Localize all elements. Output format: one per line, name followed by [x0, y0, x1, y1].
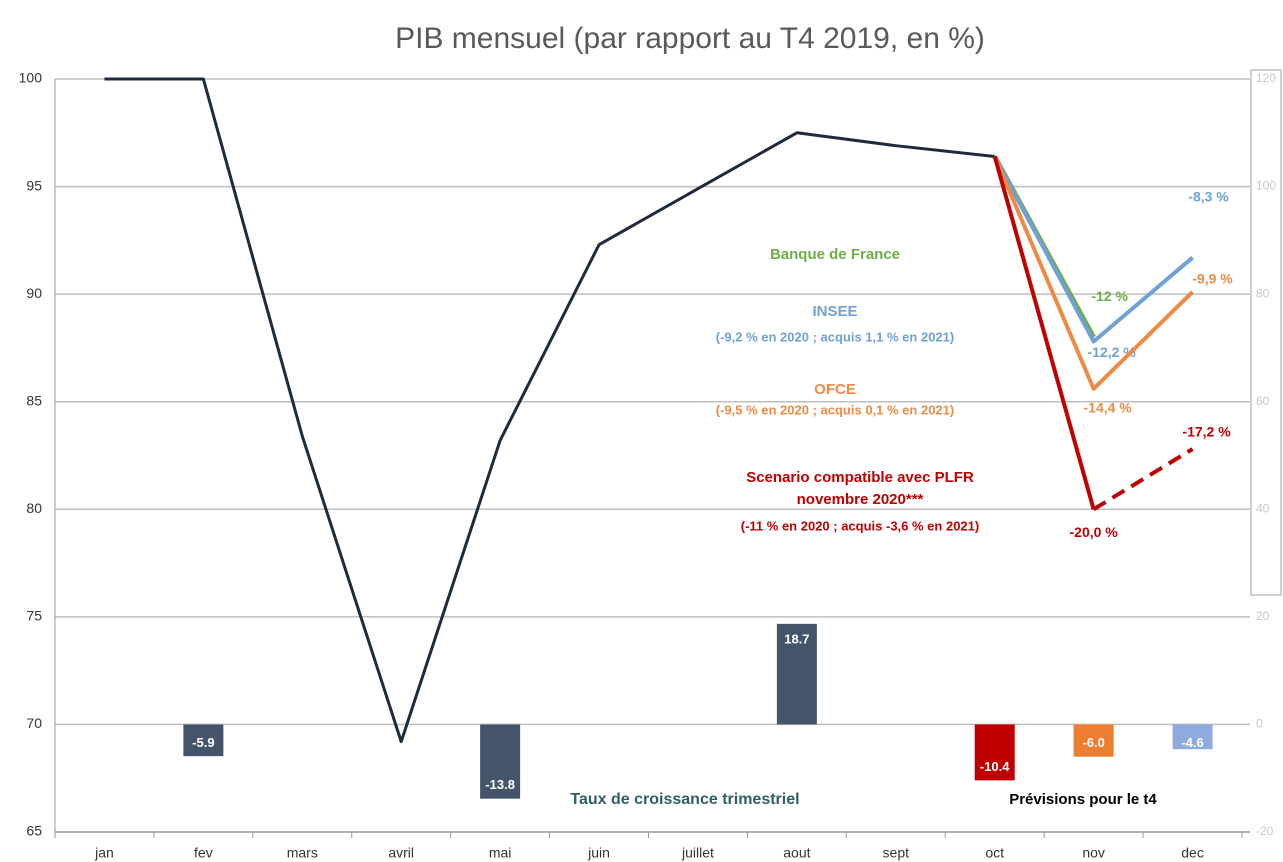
line [104, 77, 995, 744]
chart-title: PIB mensuel (par rapport au T4 2019, en … [395, 22, 985, 55]
series-label: Scenario compatible avec PLFR [746, 469, 974, 486]
y2-tick-label: 80 [1256, 286, 1270, 300]
y-tick-label: 100 [19, 70, 43, 86]
y2-tick-label: -20 [1256, 824, 1274, 838]
y2-tick-label: 0 [1256, 717, 1263, 731]
x-tick-label: mai [489, 845, 512, 861]
x-tick-label: juin [587, 845, 610, 861]
y2-tick-label: 60 [1256, 394, 1270, 408]
point-label: -8,3 % [1188, 188, 1229, 204]
series-label: Banque de France [770, 246, 900, 263]
point-label: -14,4 % [1084, 400, 1133, 416]
x-tick-label: dec [1181, 845, 1204, 861]
y-tick-label: 75 [26, 608, 42, 624]
y-tick-label: 90 [26, 285, 42, 301]
x-tick-label: mars [287, 845, 318, 861]
point-label: -20,0 % [1070, 524, 1119, 540]
dashed-segment [1092, 447, 1194, 511]
series-note: (-9,2 % en 2020 ; acquis 1,1 % en 2021) [716, 329, 954, 344]
bar-value-label: 18.7 [784, 631, 809, 646]
y2-tick-label: 100 [1256, 179, 1276, 193]
point-label: -12 % [1091, 288, 1128, 304]
y-tick-label: 70 [26, 715, 42, 731]
y2-tick-label: 40 [1256, 501, 1270, 515]
bar [974, 724, 1015, 781]
line [992, 155, 1096, 510]
x-tick-label: aout [783, 845, 810, 861]
bar [1172, 724, 1213, 750]
bar [1073, 724, 1114, 757]
y-tick-label: 85 [26, 392, 42, 408]
series-label: novembre 2020*** [797, 491, 924, 508]
bar-value-label: -6.0 [1082, 735, 1104, 750]
x-tick-label: juillet [681, 845, 714, 861]
bar-value-label: -5.9 [192, 735, 214, 750]
bar-value-label: -10.4 [980, 759, 1010, 774]
series-label: INSEE [812, 303, 857, 320]
y2-tick-label: 120 [1256, 71, 1276, 85]
bar-value-label: -13.8 [485, 777, 515, 792]
x-tick-label: oct [985, 845, 1004, 861]
bar [183, 724, 224, 757]
x-tick-label: jan [94, 845, 114, 861]
bar-label: Taux de croissance trimestriel [570, 791, 799, 808]
forecast-label: Prévisions pour le t4 [1009, 791, 1157, 808]
x-tick-label: nov [1082, 845, 1105, 861]
point-label: -12,2 % [1088, 344, 1137, 360]
y2-tick-label: 20 [1256, 609, 1270, 623]
line [992, 155, 1194, 344]
series-note: (-11 % en 2020 ; acquis -3,6 % en 2021) [741, 518, 979, 533]
y-tick-label: 80 [26, 500, 42, 516]
y-tick-label: 95 [26, 177, 42, 193]
bar [776, 623, 817, 725]
x-tick-label: fev [194, 845, 213, 861]
point-label: -17,2 % [1182, 424, 1231, 440]
series-label: OFCE [814, 381, 856, 398]
x-tick-label: avril [388, 845, 414, 861]
right-frame [1250, 69, 1282, 596]
point-label: -9,9 % [1192, 271, 1233, 287]
series-note: (-9,5 % en 2020 ; acquis 0,1 % en 2021) [716, 402, 954, 417]
bar [480, 724, 521, 799]
line [992, 155, 1194, 391]
x-tick-label: sept [883, 845, 910, 861]
y-tick-label: 65 [26, 823, 42, 839]
bar-value-label: -4.6 [1181, 735, 1203, 750]
